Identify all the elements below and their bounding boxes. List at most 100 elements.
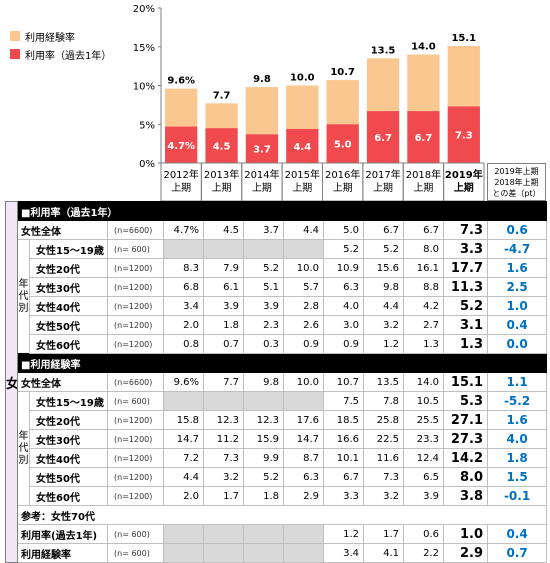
y-tick-label: 10% <box>133 82 155 93</box>
value-cell: 16.6 <box>323 429 364 449</box>
row-label: 女性全体 <box>17 220 108 240</box>
bar-experience <box>165 88 198 127</box>
value-cell: 5.2 <box>243 258 284 278</box>
value-cell <box>203 239 244 259</box>
legend-swatch-experience <box>10 31 20 41</box>
x-tick-label: 上期 <box>292 182 312 194</box>
value-cell <box>163 524 204 544</box>
value-cell: 3.2 <box>363 486 404 506</box>
sample-size: (n=1200) <box>107 296 164 316</box>
value-cell <box>243 391 284 411</box>
age-group-char: 年 <box>18 430 29 442</box>
value-cell: 23.3 <box>403 429 444 449</box>
value-cell <box>203 391 244 411</box>
category-cell <box>402 162 445 202</box>
bar-experience <box>326 80 359 125</box>
diff-value: 0.7 <box>486 543 548 563</box>
legend-label-usage: 利用率（過去1年） <box>25 50 112 62</box>
value-2019: 3.8 <box>443 486 488 506</box>
value-cell: 3.3 <box>323 486 364 506</box>
value-cell <box>163 239 204 259</box>
chart-legend: 利用経験率 利用率（過去1年） <box>10 27 111 63</box>
value-cell: 6.3 <box>283 467 324 487</box>
data-table: 女性■利用率（過去1年）女性全体(n=6600)4.7%4.53.74.45.0… <box>5 201 548 563</box>
value-cell: 12.3 <box>243 410 284 430</box>
value-cell: 13.5 <box>363 372 404 392</box>
category-cell <box>443 162 485 202</box>
value-2019: 14.2 <box>443 448 488 468</box>
legend-swatch-usage <box>10 49 20 59</box>
value-cell: 2.9 <box>283 486 324 506</box>
sample-size: (n=1200) <box>107 334 164 354</box>
value-cell: 8.0 <box>403 239 444 259</box>
diff-value: 1.5 <box>486 467 548 487</box>
sample-size: (n=6600) <box>107 372 164 392</box>
value-cell: 5.0 <box>323 220 364 240</box>
x-tick-label: 上期 <box>373 182 393 194</box>
reference-row: 利用率(過去1年) (n= 600) 1.2 1.7 0.6 1.0 0.4 <box>6 524 548 544</box>
value-cell: 4.4 <box>363 296 404 316</box>
value-cell: 5.1 <box>243 277 284 297</box>
value-cell: 10.1 <box>323 448 364 468</box>
row-label: 女性40代 <box>29 448 108 468</box>
value-cell <box>163 543 204 563</box>
value-cell: 9.9 <box>243 448 284 468</box>
row-label: 女性15～19歳 <box>29 239 108 259</box>
diff-value: 2.5 <box>486 277 548 297</box>
data-label-usage: 6.7 <box>415 133 433 144</box>
value-cell: 3.2 <box>363 315 404 335</box>
section-title: ■利用率（過去1年） <box>16 201 548 221</box>
diff-value: -0.1 <box>486 486 548 506</box>
sample-size: (n= 600) <box>107 239 164 259</box>
value-2019: 1.3 <box>443 334 488 354</box>
diff-header-line-2: 2018年上期 <box>494 178 539 187</box>
sample-size: (n=1200) <box>107 258 164 278</box>
sample-size: (n=1200) <box>107 315 164 335</box>
value-cell <box>163 391 204 411</box>
value-cell: 14.7 <box>163 429 204 449</box>
bar-experience <box>447 45 480 107</box>
value-cell: 1.2 <box>323 524 364 544</box>
bar-experience <box>245 87 279 135</box>
value-cell: 9.8 <box>363 277 404 297</box>
value-cell: 2.0 <box>163 486 204 506</box>
diff-value: -5.2 <box>486 391 548 411</box>
value-cell: 6.7 <box>323 467 364 487</box>
value-cell: 12.3 <box>203 410 244 430</box>
value-cell: 3.4 <box>323 543 364 563</box>
x-tick-label: 上期 <box>454 181 474 194</box>
category-cell <box>160 162 202 202</box>
age-row: 女性60代 (n=1200) 2.0 1.7 1.8 2.9 3.3 3.2 3.9 3.8 -0.… <box>6 486 548 506</box>
age-row: 年代別女性15～19歳 (n= 600) 7.5 7.8 10.5 5.3 -5.2 <box>6 391 548 506</box>
value-cell: 10.5 <box>403 391 444 411</box>
data-label-experience: 14.0 <box>411 42 436 53</box>
x-tick-label: 上期 <box>171 182 191 194</box>
value-cell: 0.9 <box>283 334 324 354</box>
value-2019: 7.3 <box>443 220 488 240</box>
x-tick-label: 2017年 <box>365 168 400 181</box>
value-cell: 0.9 <box>323 334 364 354</box>
value-cell: 22.5 <box>363 429 404 449</box>
value-cell: 15.8 <box>163 410 204 430</box>
category-cell <box>281 162 323 202</box>
bar-usage <box>245 134 279 163</box>
value-2019: 8.0 <box>443 467 488 487</box>
data-label-experience: 13.5 <box>371 45 396 56</box>
x-tick-label: 2015年 <box>285 168 320 181</box>
value-cell: 9.6% <box>163 372 204 392</box>
data-label-usage: 4.7% <box>167 141 195 152</box>
x-tick-label: 2016年 <box>325 168 360 181</box>
value-cell: 4.7% <box>163 220 204 240</box>
bar-experience <box>407 54 440 112</box>
section-title: ■利用経験率 <box>16 353 548 373</box>
data-label-experience: 10.7 <box>330 67 355 78</box>
sample-size: (n=1200) <box>107 410 164 430</box>
row-label: 女性60代 <box>29 334 108 354</box>
value-cell: 7.3 <box>203 448 244 468</box>
value-cell <box>283 543 324 563</box>
sample-size: (n=1200) <box>107 429 164 449</box>
value-2019: 17.7 <box>443 258 488 278</box>
legend-item-usage: 利用率（過去1年） <box>10 45 111 63</box>
sample-size: (n= 600) <box>107 543 164 563</box>
value-cell: 1.8 <box>243 486 284 506</box>
